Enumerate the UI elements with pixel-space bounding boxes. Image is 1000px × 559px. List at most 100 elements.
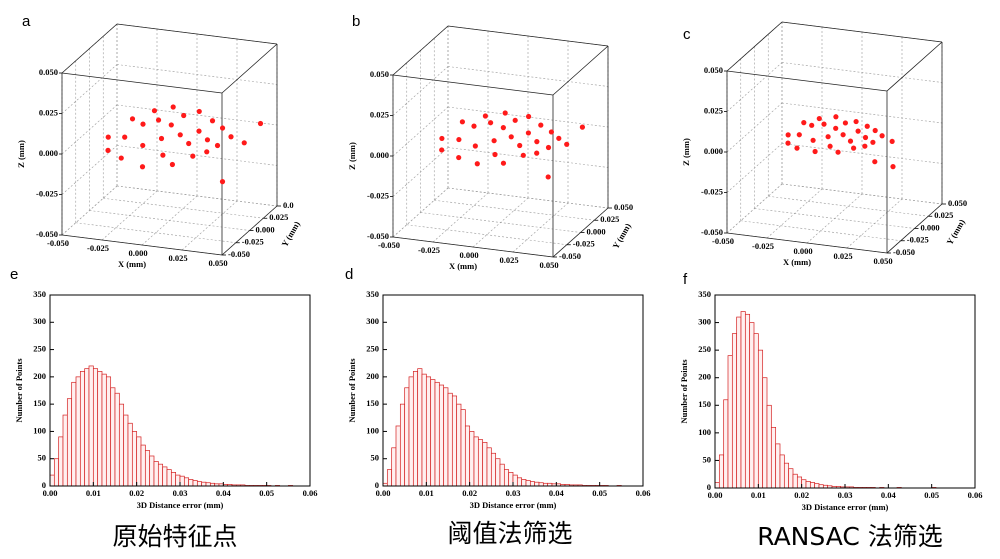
point (785, 140, 791, 146)
x-tick-label: 0.06 (636, 488, 651, 498)
bar (192, 480, 198, 487)
bar (49, 474, 55, 487)
point (855, 128, 861, 134)
y-axis-label: Number of Points (14, 358, 24, 423)
grid-line (726, 102, 783, 153)
bar (71, 381, 77, 487)
y-tick-label: 0.050 (948, 198, 967, 208)
bar (434, 381, 440, 487)
grid-line (116, 104, 278, 126)
bar (391, 447, 397, 487)
x-tick-label: 0.01 (86, 488, 101, 498)
x-tick-label: 0.01 (751, 490, 766, 500)
x-tick-label: 0.02 (129, 488, 144, 498)
bar (499, 463, 505, 487)
bar (718, 454, 725, 489)
point (488, 120, 494, 126)
point (471, 123, 477, 129)
bar (447, 392, 453, 487)
bar (201, 481, 207, 487)
y-tick-label: 0 (707, 482, 711, 492)
grid-line (75, 222, 236, 244)
point (439, 147, 445, 153)
x-axis-label: X (mm) (118, 259, 146, 269)
point (482, 113, 488, 119)
point (491, 138, 497, 144)
grid-line (392, 147, 449, 197)
grid-line (116, 145, 278, 166)
z-tick-label: -0.025 (36, 188, 58, 198)
y-tick-label: 250 (33, 344, 46, 354)
z-tick-label: 0.050 (370, 69, 389, 79)
bar (175, 474, 181, 487)
grid-line (61, 64, 118, 114)
point (889, 138, 895, 145)
box-edge (61, 23, 118, 74)
point (801, 120, 807, 126)
x-tick-label: 0.050 (539, 260, 558, 270)
z-tick-label: 0.025 (704, 105, 723, 115)
point (204, 137, 211, 143)
point (556, 135, 562, 141)
z-tick-label: 0.000 (39, 148, 58, 158)
bar (66, 398, 73, 487)
grid-line (61, 104, 118, 155)
bar (443, 387, 449, 487)
point (794, 145, 800, 151)
bar (529, 481, 536, 487)
x-tick-label: 0.06 (968, 490, 983, 500)
point (835, 149, 841, 155)
bar (53, 458, 60, 487)
bar (508, 472, 514, 487)
y-tick-label: 100 (366, 425, 379, 435)
grid-line (781, 62, 943, 83)
x-tick-label: 0.00 (708, 490, 723, 500)
bar (196, 481, 203, 487)
y-tick-label: 300 (698, 317, 711, 327)
point (579, 124, 586, 130)
z-tick-label: -0.025 (701, 186, 723, 196)
bar (417, 368, 423, 487)
bar (386, 469, 393, 487)
bar (404, 387, 410, 487)
bar (495, 458, 501, 487)
bar (140, 444, 146, 487)
panel-label: e (10, 266, 18, 283)
point (241, 140, 247, 146)
grid-line (420, 212, 581, 233)
point (219, 179, 226, 185)
y-tick-label: 0.000 (587, 226, 606, 236)
panel-label: a (22, 13, 31, 30)
y-tick-label: 0.025 (600, 214, 619, 224)
bar (779, 454, 785, 489)
grid-line (726, 183, 783, 234)
bar (166, 469, 172, 487)
point (492, 151, 498, 158)
point (840, 132, 846, 138)
point (864, 123, 870, 129)
point (851, 145, 857, 151)
point (508, 134, 514, 140)
point (139, 164, 146, 170)
y-axis-label: Number of Points (679, 359, 689, 424)
z-tick-label: 0.000 (704, 146, 723, 156)
x-tick-label: 0.04 (881, 490, 897, 500)
y-tick-label: 200 (33, 371, 46, 381)
bar (153, 461, 159, 487)
point (872, 159, 878, 165)
point (190, 153, 196, 159)
bar (757, 349, 764, 489)
y-axis-label: Y (mm) (610, 221, 633, 250)
point (168, 122, 174, 128)
z-tick-label: 0.025 (39, 107, 58, 117)
bar (490, 452, 497, 487)
point (228, 134, 234, 140)
x-tick-label: 0.025 (499, 255, 518, 265)
y-axis-label: Y (mm) (944, 217, 967, 246)
point (564, 141, 570, 147)
y-tick-label: 200 (366, 371, 379, 381)
bar (516, 477, 523, 487)
y-tick-label: 0.000 (256, 224, 275, 234)
bar (170, 472, 177, 487)
z-axis-label: Z (mm) (347, 142, 357, 170)
